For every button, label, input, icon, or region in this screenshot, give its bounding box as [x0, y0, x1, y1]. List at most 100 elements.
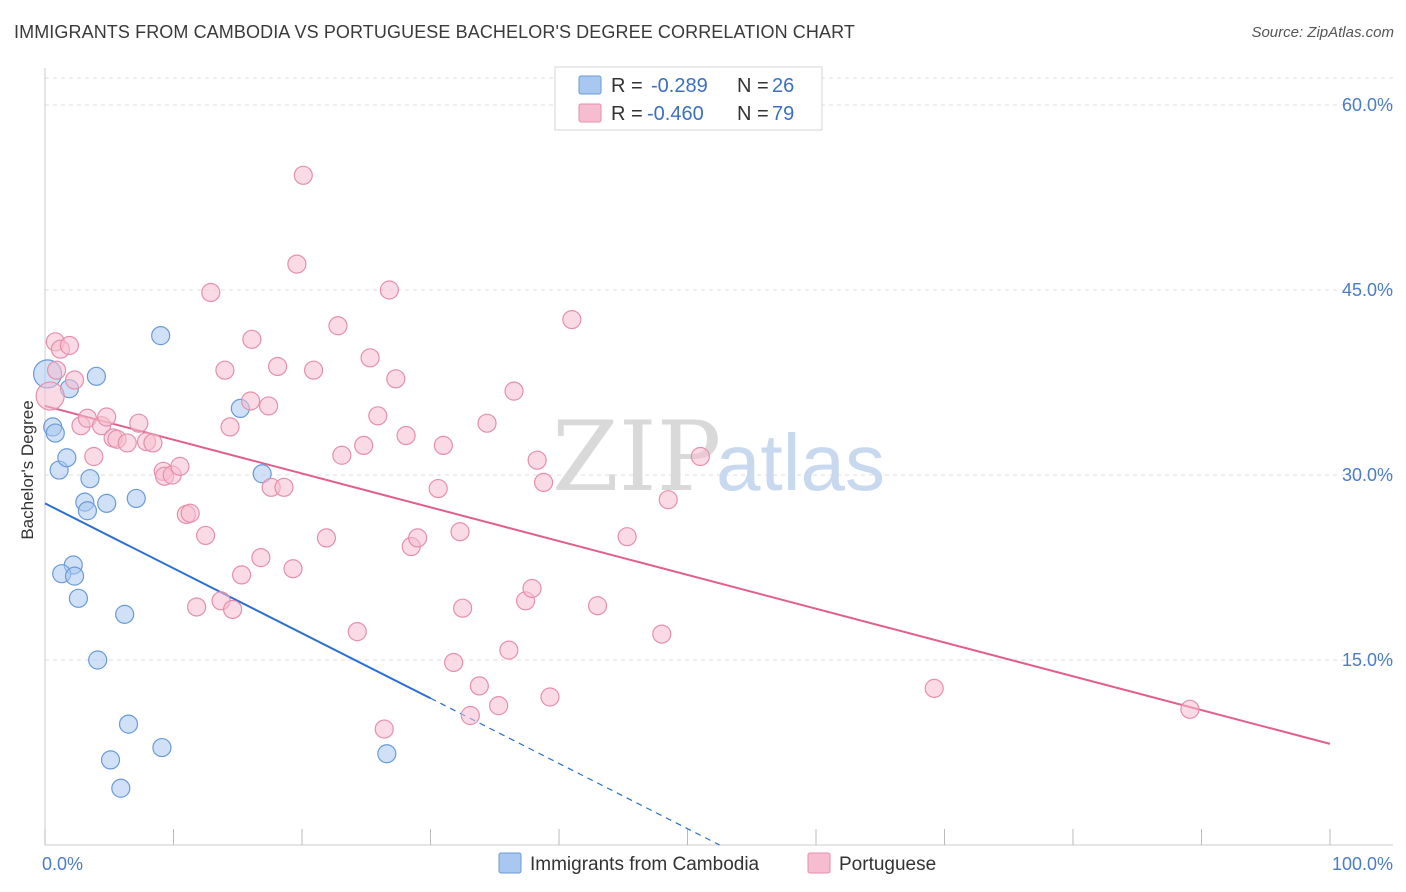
- legend-swatch-pink: [578, 103, 602, 123]
- point-portuguese: [196, 525, 216, 546]
- y-tick-label: 30.0%: [1342, 465, 1393, 485]
- legend-r-label-blue: R =: [611, 75, 643, 97]
- point-portuguese: [201, 282, 221, 303]
- legend: R = -0.289 N = 26 R = -0.460 N = 79: [554, 66, 823, 131]
- point-cambodia: [57, 448, 77, 468]
- point-portuguese: [64, 370, 85, 390]
- point-portuguese: [97, 407, 117, 427]
- point-cambodia: [86, 366, 107, 386]
- point-portuguese: [242, 329, 262, 349]
- trendline-portuguese: [44, 404, 1331, 745]
- point-portuguese: [527, 450, 547, 470]
- point-portuguese: [347, 622, 367, 642]
- point-portuguese: [328, 316, 348, 336]
- point-portuguese: [489, 696, 509, 716]
- point-cambodia: [88, 650, 108, 670]
- y-tick-labels: 15.0% 30.0% 45.0% 60.0%: [1342, 95, 1393, 670]
- chart-title: IMMIGRANTS FROM CAMBODIA VS PORTUGUESE B…: [14, 22, 855, 42]
- point-portuguese: [59, 335, 80, 356]
- point-cambodia: [68, 588, 89, 608]
- point-cambodia: [252, 464, 272, 484]
- point-cambodia: [111, 778, 131, 798]
- trendlines: [44, 404, 1331, 846]
- point-portuguese: [223, 599, 243, 620]
- x-tick-label: 0.0%: [42, 854, 83, 874]
- watermark: ZIP atlas: [552, 401, 885, 513]
- point-portuguese: [428, 478, 448, 499]
- point-portuguese: [117, 433, 137, 453]
- legend-r-value-pink: -0.460: [647, 103, 704, 125]
- legend-n-value-blue: 26: [772, 75, 794, 97]
- point-cambodia: [77, 501, 98, 521]
- point-portuguese: [354, 435, 374, 455]
- point-portuguese: [180, 503, 200, 523]
- point-portuguese: [332, 445, 352, 465]
- point-portuguese: [386, 369, 406, 389]
- point-cambodia: [126, 488, 146, 509]
- point-portuguese: [379, 280, 399, 300]
- point-portuguese: [46, 360, 67, 380]
- y-tick-label: 45.0%: [1342, 280, 1393, 300]
- point-cambodia: [64, 566, 85, 586]
- point-cambodia: [97, 493, 117, 513]
- point-portuguese: [129, 413, 149, 433]
- point-portuguese: [170, 456, 190, 476]
- point-portuguese: [469, 676, 489, 696]
- source-label: Source: ZipAtlas.com: [1251, 24, 1394, 41]
- point-cambodia: [45, 423, 65, 443]
- trendline-cambodia: [44, 502, 431, 700]
- point-portuguese: [267, 356, 288, 377]
- point-portuguese: [540, 687, 560, 707]
- point-portuguese: [293, 165, 313, 185]
- point-portuguese: [251, 548, 271, 568]
- point-portuguese: [396, 425, 416, 446]
- data-points: [32, 165, 1200, 798]
- point-portuguese: [617, 527, 637, 547]
- y-tick-label: 15.0%: [1342, 650, 1393, 670]
- point-portuguese: [499, 640, 519, 660]
- point-portuguese: [1180, 699, 1200, 719]
- point-portuguese: [533, 472, 554, 492]
- legend-n-label-blue: N =: [737, 75, 769, 97]
- point-portuguese: [652, 624, 672, 644]
- bottom-legend-swatch-blue: [498, 852, 522, 874]
- point-portuguese: [690, 446, 710, 467]
- point-portuguese: [522, 578, 542, 599]
- point-portuguese: [35, 381, 65, 411]
- legend-r-label-pink: R =: [611, 103, 643, 125]
- legend-swatch-blue: [578, 75, 602, 95]
- point-portuguese: [924, 678, 944, 698]
- y-tick-label: 60.0%: [1342, 95, 1393, 115]
- point-portuguese: [444, 652, 464, 673]
- point-cambodia: [377, 744, 397, 764]
- legend-n-label-pink: N =: [737, 103, 769, 125]
- point-portuguese: [287, 254, 307, 274]
- point-portuguese: [460, 705, 480, 726]
- point-portuguese: [232, 565, 252, 585]
- point-cambodia: [151, 326, 171, 346]
- point-cambodia: [152, 737, 172, 758]
- point-portuguese: [143, 433, 163, 453]
- watermark-atlas: atlas: [716, 418, 885, 507]
- point-portuguese: [504, 381, 524, 401]
- legend-n-value-pink: 79: [772, 103, 794, 125]
- legend-r-value-blue: -0.289: [651, 75, 708, 97]
- point-portuguese: [303, 360, 324, 380]
- point-portuguese: [274, 477, 294, 497]
- point-cambodia: [80, 469, 100, 489]
- point-portuguese: [220, 417, 240, 437]
- point-cambodia: [100, 750, 121, 770]
- point-portuguese: [433, 435, 453, 455]
- bottom-legend-swatch-pink: [807, 852, 831, 874]
- bottom-legend-label-blue: Immigrants from Cambodia: [530, 854, 760, 875]
- point-portuguese: [453, 598, 473, 618]
- point-portuguese: [241, 391, 261, 411]
- point-portuguese: [316, 528, 337, 548]
- point-portuguese: [450, 522, 470, 542]
- point-portuguese: [374, 719, 394, 739]
- point-portuguese: [283, 559, 303, 579]
- y-axis-label: Bachelor's Degree: [18, 400, 37, 539]
- x-tick-labels: 0.0% 100.0%: [42, 854, 1393, 874]
- bottom-legend-label-pink: Portuguese: [839, 854, 936, 875]
